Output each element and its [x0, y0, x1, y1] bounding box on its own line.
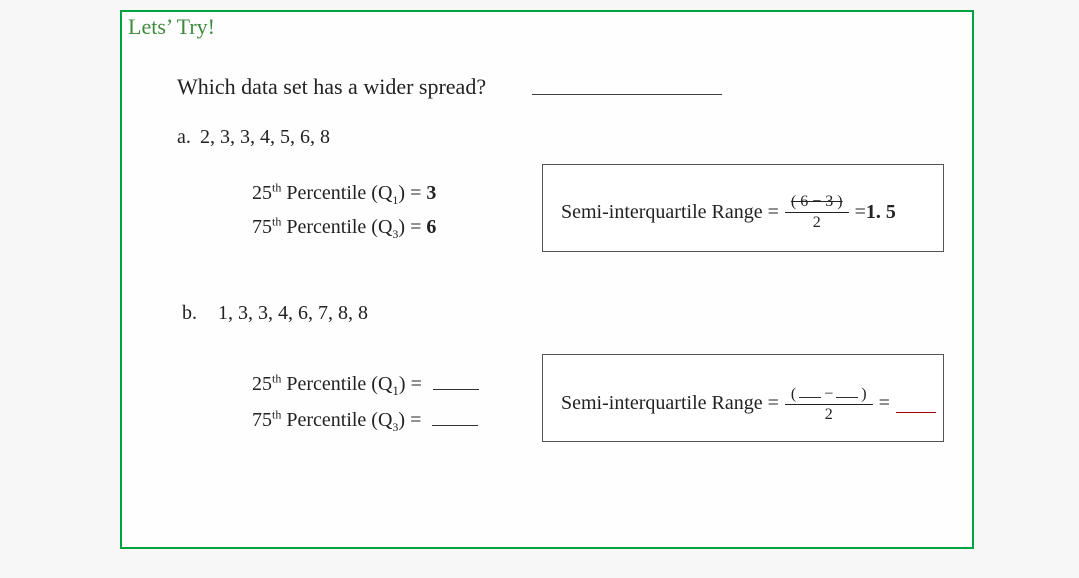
siqr-box-a: Semi-interquartile Range = ( 6 − 3 ) 2 =… [542, 164, 944, 252]
q3-value-a: 6 [426, 216, 436, 238]
p75-a: 75th Percentile (Q3) = 6 [252, 210, 436, 244]
slide: Lets’ Try! Which data set has a wider sp… [0, 0, 1079, 578]
siqr-fraction-b: (−) 2 [785, 383, 873, 424]
siqr-box-b: Semi-interquartile Range = (−) 2 = [542, 354, 944, 442]
p75-b: 75th Percentile (Q3) = [252, 402, 479, 439]
answer-blank-line [532, 94, 722, 95]
lets-try-heading: Lets’ Try! [128, 14, 215, 40]
siqr-fraction-a: ( 6 − 3 ) 2 [785, 193, 849, 231]
siqr-expression-b: Semi-interquartile Range = (−) 2 = [561, 383, 936, 424]
siqr-result-a: 1. 5 [866, 201, 896, 224]
siqr-num-blank1-b [799, 383, 821, 398]
p25-b: 25th Percentile (Q1) = [252, 366, 479, 402]
siqr-denominator-b: 2 [785, 405, 873, 424]
percentile-block-b: 25th Percentile (Q1) = 75th Percentile (… [252, 366, 479, 439]
siqr-denominator-a: 2 [785, 213, 849, 232]
siqr-expression-a: Semi-interquartile Range = ( 6 − 3 ) 2 =… [561, 193, 896, 231]
item-a-dataset: 2, 3, 3, 4, 5, 6, 8 [200, 126, 330, 149]
item-b-dataset: 1, 3, 3, 4, 6, 7, 8, 8 [218, 302, 368, 325]
p25-a: 25th Percentile (Q1) = 3 [252, 176, 436, 210]
content-box: Lets’ Try! Which data set has a wider sp… [120, 10, 974, 549]
q1-blank-b [433, 371, 479, 390]
q1-value-a: 3 [426, 182, 436, 204]
siqr-num-blank2-b [836, 383, 858, 398]
question-text: Which data set has a wider spread? [177, 74, 486, 100]
q3-blank-b [432, 407, 478, 426]
siqr-numerator-b: (−) [785, 383, 873, 405]
siqr-result-blank-b [896, 394, 936, 413]
siqr-numerator-a: ( 6 − 3 ) [785, 193, 849, 213]
item-a-label: a. [177, 126, 191, 149]
item-b-label: b. [182, 302, 197, 325]
percentile-block-a: 25th Percentile (Q1) = 3 75th Percentile… [252, 176, 436, 245]
